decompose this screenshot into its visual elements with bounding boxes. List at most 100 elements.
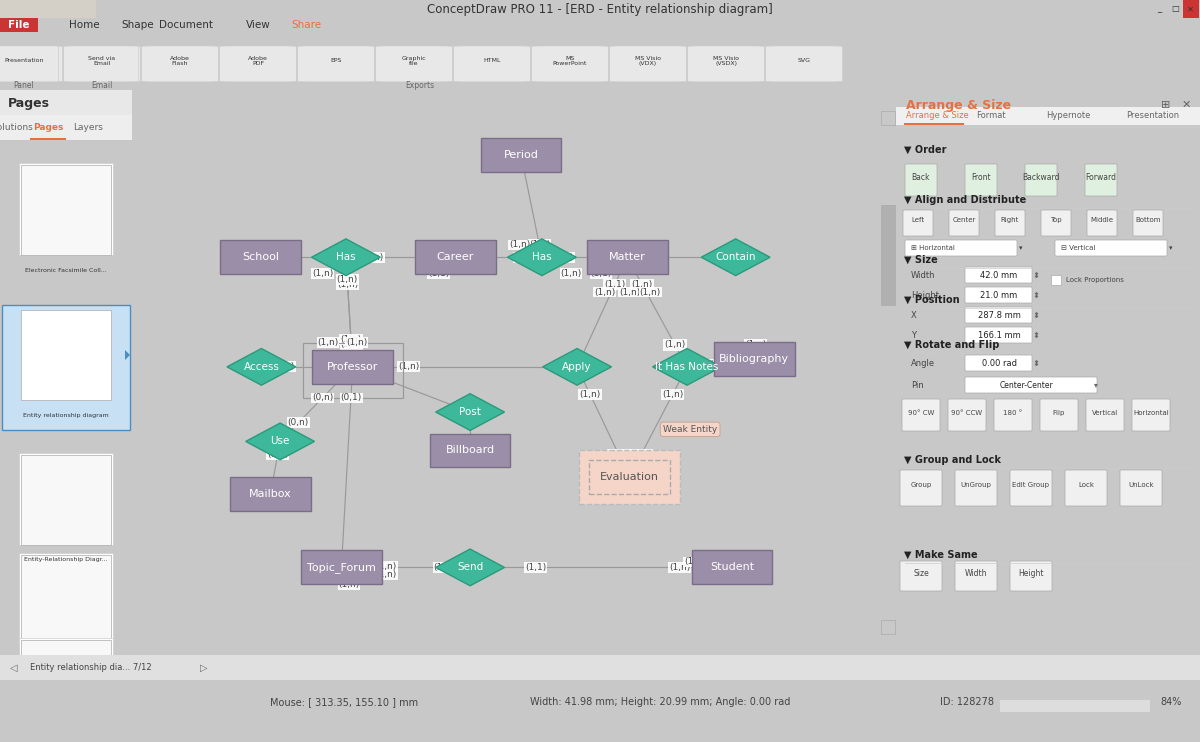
FancyBboxPatch shape bbox=[965, 327, 1032, 343]
Text: (0,n): (0,n) bbox=[268, 450, 288, 459]
FancyBboxPatch shape bbox=[965, 164, 997, 196]
Text: ✕: ✕ bbox=[1181, 100, 1190, 110]
FancyBboxPatch shape bbox=[64, 46, 140, 82]
Text: UnLock: UnLock bbox=[1128, 482, 1154, 488]
FancyBboxPatch shape bbox=[221, 240, 301, 275]
Text: 166.1 mm: 166.1 mm bbox=[978, 330, 1020, 340]
Text: (1,n): (1,n) bbox=[552, 253, 574, 262]
FancyBboxPatch shape bbox=[480, 138, 562, 172]
FancyBboxPatch shape bbox=[1010, 561, 1052, 591]
Polygon shape bbox=[436, 549, 504, 585]
Text: Email: Email bbox=[91, 81, 113, 90]
FancyBboxPatch shape bbox=[965, 377, 1097, 393]
FancyBboxPatch shape bbox=[948, 399, 986, 431]
Text: Y: Y bbox=[911, 330, 916, 340]
Text: ⬍: ⬍ bbox=[1032, 330, 1039, 340]
FancyBboxPatch shape bbox=[900, 561, 942, 591]
FancyBboxPatch shape bbox=[994, 399, 1032, 431]
Text: ⊟ Vertical: ⊟ Vertical bbox=[1061, 245, 1096, 251]
FancyBboxPatch shape bbox=[691, 551, 773, 585]
Text: Height: Height bbox=[911, 291, 940, 300]
Text: Shape: Shape bbox=[121, 20, 155, 30]
Text: (0,1): (0,1) bbox=[341, 393, 361, 402]
FancyBboxPatch shape bbox=[902, 399, 940, 431]
Text: Send: Send bbox=[457, 562, 484, 572]
Text: (1,1): (1,1) bbox=[590, 269, 612, 278]
Text: Pages: Pages bbox=[32, 123, 64, 133]
Text: ⬍: ⬍ bbox=[1032, 358, 1039, 367]
Bar bbox=[19, 453, 113, 545]
Text: Bottom: Bottom bbox=[1135, 217, 1160, 223]
FancyBboxPatch shape bbox=[312, 350, 394, 384]
Text: (1,n): (1,n) bbox=[619, 288, 640, 297]
Text: Arrange & Size: Arrange & Size bbox=[906, 99, 1012, 111]
Text: (1,n): (1,n) bbox=[376, 571, 397, 580]
Text: (1,n): (1,n) bbox=[640, 288, 661, 297]
Text: SVG: SVG bbox=[798, 59, 810, 64]
Text: (1,n): (1,n) bbox=[608, 450, 630, 459]
Text: Professor: Professor bbox=[326, 362, 378, 372]
Polygon shape bbox=[436, 394, 504, 430]
Text: □: □ bbox=[1171, 4, 1178, 13]
Text: 0.00 rad: 0.00 rad bbox=[982, 358, 1016, 367]
FancyBboxPatch shape bbox=[1066, 470, 1108, 506]
Text: ⬍: ⬍ bbox=[1032, 310, 1039, 320]
FancyBboxPatch shape bbox=[688, 46, 764, 82]
Bar bbox=[0, 90, 132, 115]
FancyBboxPatch shape bbox=[965, 307, 1032, 323]
FancyBboxPatch shape bbox=[714, 342, 794, 376]
Text: Send via
Email: Send via Email bbox=[89, 56, 115, 66]
FancyBboxPatch shape bbox=[1087, 210, 1117, 236]
Polygon shape bbox=[246, 423, 314, 460]
Text: 42.0 mm: 42.0 mm bbox=[980, 271, 1018, 280]
Text: Pin: Pin bbox=[911, 381, 924, 390]
FancyBboxPatch shape bbox=[965, 287, 1032, 303]
Text: ▾: ▾ bbox=[1094, 381, 1098, 390]
Text: (1,n): (1,n) bbox=[630, 450, 652, 459]
Text: Has: Has bbox=[532, 252, 552, 262]
Text: 84%: 84% bbox=[1160, 697, 1181, 707]
Bar bbox=[1183, 0, 1199, 18]
Bar bbox=[0, 115, 132, 140]
Text: (1,n): (1,n) bbox=[694, 361, 714, 370]
FancyBboxPatch shape bbox=[0, 46, 62, 82]
Text: (1,n): (1,n) bbox=[341, 335, 361, 344]
Text: Entity relationship dia... 7/12: Entity relationship dia... 7/12 bbox=[30, 663, 151, 672]
FancyBboxPatch shape bbox=[1085, 164, 1117, 196]
FancyBboxPatch shape bbox=[376, 46, 452, 82]
Text: Exports: Exports bbox=[406, 81, 434, 90]
Bar bbox=[30, 138, 66, 140]
Text: Adobe
PDF: Adobe PDF bbox=[248, 56, 268, 66]
Text: (1,n): (1,n) bbox=[662, 390, 683, 399]
Text: ▼ Size: ▼ Size bbox=[904, 255, 937, 265]
FancyBboxPatch shape bbox=[1120, 470, 1162, 506]
Text: Backward: Backward bbox=[1022, 174, 1060, 183]
FancyBboxPatch shape bbox=[589, 460, 670, 494]
FancyBboxPatch shape bbox=[587, 240, 667, 275]
FancyBboxPatch shape bbox=[900, 470, 942, 506]
FancyBboxPatch shape bbox=[1055, 240, 1166, 256]
Text: (1,n): (1,n) bbox=[684, 557, 706, 566]
FancyBboxPatch shape bbox=[995, 210, 1025, 236]
Text: ▾: ▾ bbox=[1169, 245, 1172, 251]
Text: (0,n): (0,n) bbox=[288, 418, 308, 427]
Text: Matter: Matter bbox=[608, 252, 646, 262]
FancyBboxPatch shape bbox=[1040, 399, 1078, 431]
FancyBboxPatch shape bbox=[1132, 399, 1170, 431]
FancyBboxPatch shape bbox=[955, 561, 997, 591]
Text: Forward: Forward bbox=[1086, 174, 1116, 183]
Polygon shape bbox=[125, 350, 130, 360]
Text: Evaluation: Evaluation bbox=[600, 472, 659, 482]
Text: X: X bbox=[911, 310, 917, 320]
Text: HTML: HTML bbox=[484, 59, 500, 64]
Text: ▼ Rotate and Flip: ▼ Rotate and Flip bbox=[904, 340, 1000, 350]
Text: (1,n): (1,n) bbox=[317, 338, 338, 347]
Text: _: _ bbox=[1157, 4, 1162, 13]
Text: Entity relationship diagram: Entity relationship diagram bbox=[23, 413, 109, 418]
Text: Middle: Middle bbox=[1091, 217, 1114, 223]
Text: (1,n): (1,n) bbox=[509, 240, 530, 249]
Text: Topic_Forum: Topic_Forum bbox=[307, 562, 376, 573]
FancyBboxPatch shape bbox=[905, 240, 1018, 256]
Text: 180 °: 180 ° bbox=[1003, 410, 1022, 416]
Text: Left: Left bbox=[912, 217, 924, 223]
